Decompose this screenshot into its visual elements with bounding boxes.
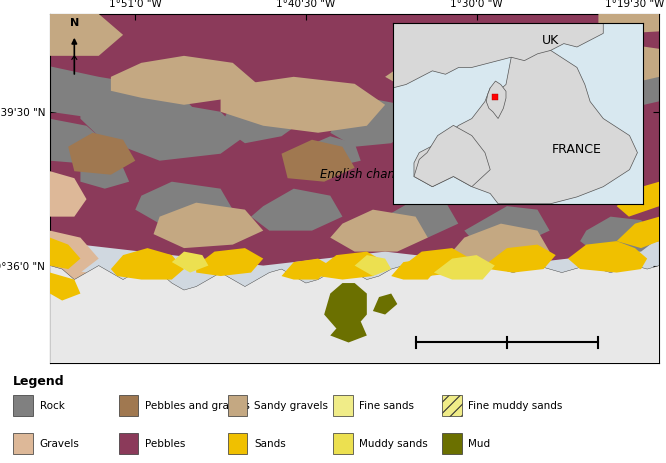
Polygon shape: [282, 140, 354, 181]
Text: Fine muddy sands: Fine muddy sands: [468, 400, 563, 411]
Polygon shape: [330, 321, 367, 343]
Polygon shape: [220, 77, 385, 133]
Text: Legend: Legend: [13, 375, 65, 388]
Polygon shape: [617, 181, 659, 217]
FancyBboxPatch shape: [228, 395, 247, 416]
Polygon shape: [81, 161, 129, 189]
Polygon shape: [568, 241, 647, 273]
FancyBboxPatch shape: [119, 433, 139, 454]
Polygon shape: [393, 23, 603, 88]
Polygon shape: [330, 98, 416, 147]
Polygon shape: [111, 56, 257, 105]
Polygon shape: [306, 287, 379, 363]
Polygon shape: [123, 101, 245, 161]
Text: Pebbles and gravels: Pebbles and gravels: [145, 400, 250, 411]
Text: FRANCE: FRANCE: [552, 143, 602, 156]
Text: Sandy gravels: Sandy gravels: [254, 400, 328, 411]
Polygon shape: [385, 49, 586, 119]
Polygon shape: [50, 231, 99, 273]
Polygon shape: [50, 14, 659, 266]
Polygon shape: [50, 119, 111, 164]
Polygon shape: [50, 266, 659, 363]
Text: 10: 10: [592, 325, 605, 336]
Polygon shape: [489, 244, 555, 273]
Polygon shape: [324, 283, 367, 329]
FancyBboxPatch shape: [228, 433, 247, 454]
Polygon shape: [251, 189, 342, 231]
Polygon shape: [537, 112, 629, 161]
Polygon shape: [434, 255, 495, 280]
Text: Pebbles: Pebbles: [145, 438, 185, 449]
Polygon shape: [452, 224, 549, 266]
Polygon shape: [318, 251, 385, 280]
Polygon shape: [282, 258, 330, 280]
Polygon shape: [50, 266, 99, 300]
Text: Rock: Rock: [39, 400, 65, 411]
Polygon shape: [580, 217, 659, 255]
Polygon shape: [373, 294, 398, 314]
Text: 5: 5: [503, 325, 510, 336]
FancyBboxPatch shape: [442, 433, 462, 454]
Text: Cherbourg: Cherbourg: [300, 298, 374, 311]
Polygon shape: [617, 217, 659, 248]
Polygon shape: [414, 44, 637, 204]
Text: English channel: English channel: [320, 168, 414, 181]
Polygon shape: [586, 70, 659, 108]
Polygon shape: [434, 105, 519, 154]
FancyBboxPatch shape: [442, 395, 462, 416]
Polygon shape: [414, 125, 490, 187]
Polygon shape: [599, 14, 659, 35]
Polygon shape: [135, 181, 232, 224]
FancyBboxPatch shape: [119, 395, 139, 416]
Polygon shape: [464, 206, 549, 244]
FancyBboxPatch shape: [13, 395, 33, 416]
Polygon shape: [220, 91, 306, 143]
Text: Fine sands: Fine sands: [360, 400, 414, 411]
Polygon shape: [50, 14, 123, 56]
Polygon shape: [300, 136, 361, 168]
Text: N: N: [70, 18, 79, 28]
Polygon shape: [428, 147, 501, 189]
Polygon shape: [81, 77, 202, 147]
Polygon shape: [50, 238, 81, 269]
Polygon shape: [525, 42, 659, 84]
Polygon shape: [50, 66, 123, 119]
Text: UK: UK: [542, 34, 559, 47]
FancyBboxPatch shape: [333, 433, 353, 454]
Text: Km: Km: [611, 346, 627, 356]
Polygon shape: [404, 248, 470, 276]
Polygon shape: [483, 161, 543, 192]
Polygon shape: [196, 248, 263, 276]
FancyBboxPatch shape: [13, 433, 33, 454]
Polygon shape: [154, 203, 263, 248]
Polygon shape: [330, 210, 428, 251]
FancyBboxPatch shape: [333, 395, 353, 416]
Text: 0: 0: [412, 325, 419, 336]
Text: Gravels: Gravels: [39, 438, 79, 449]
Polygon shape: [50, 171, 87, 217]
Text: Sands: Sands: [254, 438, 286, 449]
Text: Muddy sands: Muddy sands: [360, 438, 428, 449]
Polygon shape: [50, 273, 81, 300]
Polygon shape: [68, 133, 135, 175]
Polygon shape: [111, 248, 184, 280]
Polygon shape: [354, 255, 391, 276]
Polygon shape: [486, 81, 506, 119]
Polygon shape: [391, 258, 440, 280]
Polygon shape: [172, 251, 208, 273]
Polygon shape: [373, 199, 458, 238]
Text: Mud: Mud: [468, 438, 490, 449]
